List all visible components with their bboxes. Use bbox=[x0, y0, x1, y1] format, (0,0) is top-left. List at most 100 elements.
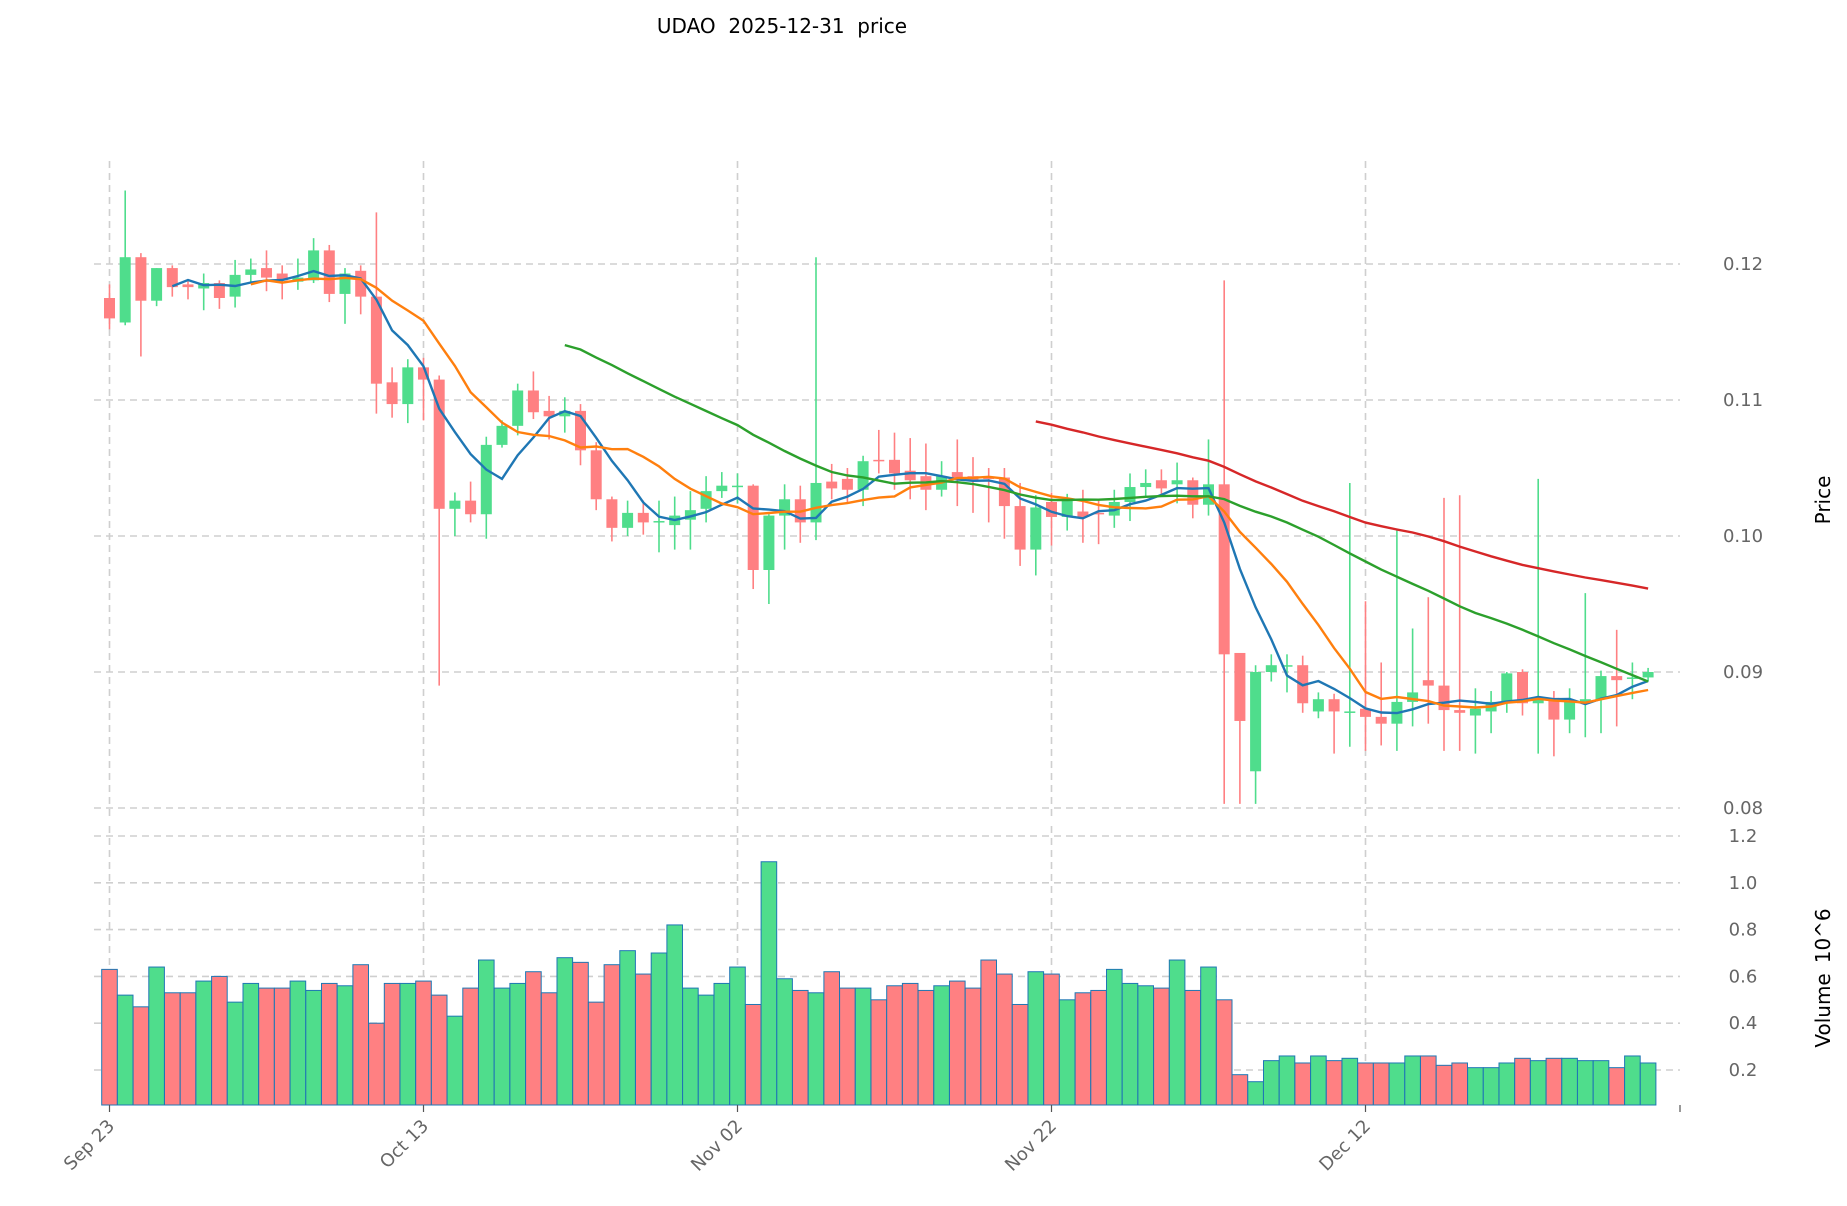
volume-bar bbox=[415, 980, 432, 1106]
volume-bar bbox=[226, 1001, 244, 1106]
candle-up bbox=[496, 425, 508, 445]
volume-bar bbox=[258, 987, 275, 1106]
volume-bar bbox=[729, 966, 746, 1106]
ma30-line bbox=[564, 343, 1649, 683]
volume-bar bbox=[430, 994, 448, 1106]
candle-up bbox=[653, 521, 665, 523]
volume-bar bbox=[1106, 968, 1123, 1106]
candle-down bbox=[1517, 672, 1528, 704]
volume-bar bbox=[132, 1006, 150, 1106]
volume-bar bbox=[164, 992, 181, 1106]
volume-bar bbox=[1577, 1060, 1594, 1106]
candle-down bbox=[527, 390, 539, 413]
candle-down bbox=[370, 296, 382, 384]
volume-bar bbox=[1294, 1062, 1312, 1106]
x-tick-label: Dec 12 bbox=[1315, 1116, 1375, 1176]
volume-bar bbox=[1529, 1060, 1547, 1106]
candle-down bbox=[1328, 699, 1340, 712]
volume-tick-label: 0.2 bbox=[1729, 1060, 1758, 1081]
price-tick-label: 0.10 bbox=[1723, 526, 1763, 547]
volume-bar bbox=[1153, 987, 1170, 1106]
candle-up bbox=[339, 273, 351, 294]
candle-up bbox=[1281, 665, 1293, 667]
volume-bar bbox=[1184, 989, 1202, 1106]
x-tick-label: Oct 13 bbox=[376, 1116, 433, 1173]
candle-down bbox=[276, 273, 288, 281]
volume-axis-label-text: Volume bbox=[1811, 973, 1835, 1047]
volume-bar bbox=[509, 982, 526, 1106]
x-tick-label: Nov 22 bbox=[1001, 1116, 1061, 1176]
gridlines bbox=[94, 161, 1680, 1105]
volume-bar bbox=[1514, 1057, 1531, 1106]
candle-down bbox=[1155, 480, 1167, 489]
volume-bar bbox=[1435, 1064, 1453, 1106]
volume-bar bbox=[1011, 1003, 1029, 1106]
volume-bar bbox=[399, 982, 417, 1106]
volume-bar bbox=[195, 980, 212, 1106]
candle-up bbox=[559, 410, 571, 417]
volume-bar bbox=[101, 968, 118, 1106]
volume-bar bbox=[917, 989, 935, 1106]
volume-bar bbox=[996, 973, 1013, 1106]
volume-bar bbox=[1561, 1057, 1578, 1106]
volume-bar bbox=[760, 861, 778, 1106]
volume-tick-label: 0.4 bbox=[1729, 1013, 1758, 1034]
volume-bar bbox=[587, 1001, 605, 1106]
volume-bar bbox=[1420, 1055, 1437, 1106]
candle-down bbox=[1454, 710, 1466, 713]
candle-up bbox=[512, 390, 524, 426]
candle-up bbox=[1203, 484, 1214, 505]
volume-bar bbox=[383, 982, 401, 1106]
candle-down bbox=[1046, 502, 1057, 517]
candle-up bbox=[1642, 672, 1654, 678]
candle-up bbox=[1595, 676, 1607, 700]
volume-bar bbox=[886, 985, 903, 1106]
volume-bar bbox=[901, 982, 919, 1106]
candle-up bbox=[1250, 672, 1262, 772]
x-tick-label: Nov 02 bbox=[687, 1116, 747, 1176]
candle-up bbox=[1171, 480, 1183, 485]
volume-bar bbox=[525, 971, 542, 1106]
candle-down bbox=[465, 500, 477, 515]
volume-bar bbox=[1043, 973, 1060, 1106]
volume-bar bbox=[572, 961, 589, 1106]
candle-down bbox=[1014, 506, 1026, 550]
volume-bar bbox=[980, 959, 998, 1106]
candle-up bbox=[449, 500, 461, 509]
candle-up bbox=[1344, 711, 1356, 713]
candle-down bbox=[433, 379, 445, 509]
volume-bar bbox=[619, 950, 636, 1106]
candle-up bbox=[1312, 699, 1324, 712]
volume-bar bbox=[792, 989, 809, 1106]
candle-down bbox=[747, 485, 759, 570]
moving-average-lines bbox=[171, 269, 1649, 715]
candle-down bbox=[1234, 652, 1246, 721]
candle-up bbox=[684, 510, 696, 520]
volume-bar bbox=[870, 999, 888, 1106]
volume-bar bbox=[1263, 1060, 1280, 1106]
candle-up bbox=[402, 367, 414, 405]
volume-bar bbox=[635, 973, 652, 1106]
candle-up bbox=[716, 485, 728, 492]
volume-bar bbox=[1090, 989, 1107, 1106]
candle-down bbox=[951, 472, 963, 478]
volume-bar bbox=[854, 987, 872, 1106]
volume-bar bbox=[556, 957, 574, 1106]
candle-up bbox=[1124, 487, 1136, 502]
volume-bar bbox=[352, 964, 369, 1106]
candle-down bbox=[983, 477, 995, 480]
volume-tick-label: 0.8 bbox=[1729, 920, 1758, 941]
volume-bar bbox=[1372, 1062, 1390, 1106]
volume-bar bbox=[1608, 1067, 1626, 1106]
candle-up bbox=[1532, 697, 1544, 704]
candle-up bbox=[1061, 500, 1073, 517]
candle-up bbox=[1469, 708, 1481, 716]
candle-down bbox=[1438, 685, 1450, 711]
volume-bar bbox=[242, 982, 260, 1106]
volume-bar bbox=[1247, 1081, 1264, 1106]
volume-bar bbox=[289, 980, 307, 1106]
candle-up bbox=[622, 512, 634, 528]
volume-bar bbox=[1137, 985, 1155, 1106]
candle-up bbox=[1265, 665, 1277, 672]
